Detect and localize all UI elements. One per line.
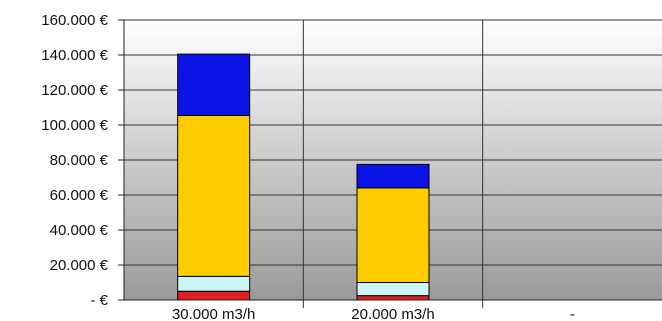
y-tick-label: - € [90, 292, 108, 309]
y-tick-labels: - € 20.000 € 40.000 € 60.000 € 80.000 € 100.0… [41, 12, 108, 309]
bar-segment [356, 187, 430, 283]
y-tick-label: 120.000 € [41, 82, 108, 99]
y-tick-label: 80.000 € [50, 152, 109, 169]
x-tick-label: - [570, 306, 575, 321]
x-tick-labels: 30.000 m3/h 20.000 m3/h - [172, 306, 575, 321]
bar-segment [177, 53, 251, 116]
y-tick-label: 140.000 € [41, 47, 108, 64]
bar-segment [177, 275, 251, 292]
bar-segment [356, 282, 430, 297]
x-tick-label: 30.000 m3/h [172, 306, 255, 321]
bar-segment [177, 114, 251, 277]
y-tick-label: 160.000 € [41, 12, 108, 29]
bar-segment [356, 295, 430, 301]
bar-segment [177, 290, 251, 301]
bar-segment [356, 163, 430, 189]
y-tick-label: 20.000 € [50, 257, 109, 274]
y-tick-label: 40.000 € [50, 222, 109, 239]
x-tick-label: 20.000 m3/h [351, 306, 434, 321]
axes [118, 19, 662, 301]
y-tick-label: 100.000 € [41, 117, 108, 134]
bars [177, 53, 430, 301]
y-tick-label: 60.000 € [50, 187, 109, 204]
